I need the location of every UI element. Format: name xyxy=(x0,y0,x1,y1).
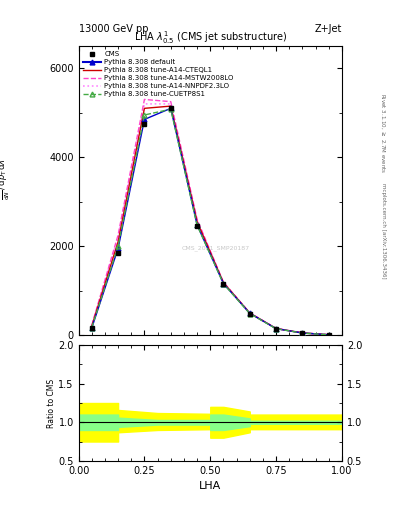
Pythia 8.308 default xyxy=(221,281,226,287)
Line: Pythia 8.308 tune-CUETP8S1: Pythia 8.308 tune-CUETP8S1 xyxy=(89,107,331,337)
CMS xyxy=(168,105,173,112)
Pythia 8.308 tune-A14-CTEQL1 xyxy=(221,280,226,286)
Pythia 8.308 default xyxy=(195,222,200,228)
Text: $\frac{1}{\mathrm{d}N}\,/\,\mathrm{d}p_\mathrm{T}\,\mathrm{d}\lambda$: $\frac{1}{\mathrm{d}N}\,/\,\mathrm{d}p_\… xyxy=(0,158,12,200)
Pythia 8.308 tune-CUETP8S1 xyxy=(300,330,305,336)
CMS xyxy=(274,326,278,332)
Pythia 8.308 tune-A14-CTEQL1 xyxy=(168,103,173,109)
Pythia 8.308 tune-A14-CTEQL1 xyxy=(90,323,94,329)
Pythia 8.308 default xyxy=(248,310,252,316)
Pythia 8.308 default xyxy=(274,326,278,332)
Pythia 8.308 tune-A14-NNPDF2.3LO xyxy=(116,234,120,240)
Pythia 8.308 default xyxy=(142,116,147,122)
Pythia 8.308 default xyxy=(116,245,120,251)
Line: Pythia 8.308 tune-A14-NNPDF2.3LO: Pythia 8.308 tune-A14-NNPDF2.3LO xyxy=(92,104,329,335)
Pythia 8.308 default xyxy=(300,330,305,336)
Pythia 8.308 tune-A14-CTEQL1 xyxy=(116,239,120,245)
Legend: CMS, Pythia 8.308 default, Pythia 8.308 tune-A14-CTEQL1, Pythia 8.308 tune-A14-M: CMS, Pythia 8.308 default, Pythia 8.308 … xyxy=(81,48,237,100)
Text: CMS_2021_SMP20187: CMS_2021_SMP20187 xyxy=(182,246,250,251)
Pythia 8.308 tune-CUETP8S1 xyxy=(221,281,226,287)
Pythia 8.308 tune-A14-NNPDF2.3LO xyxy=(274,326,278,332)
Pythia 8.308 default xyxy=(326,332,331,338)
CMS xyxy=(300,330,305,336)
Pythia 8.308 tune-CUETP8S1 xyxy=(116,243,120,249)
Pythia 8.308 tune-CUETP8S1 xyxy=(142,112,147,118)
Pythia 8.308 tune-CUETP8S1 xyxy=(168,106,173,112)
Pythia 8.308 tune-CUETP8S1 xyxy=(195,222,200,228)
Pythia 8.308 tune-A14-CTEQL1 xyxy=(274,326,278,332)
Pythia 8.308 tune-CUETP8S1 xyxy=(248,310,252,316)
Pythia 8.308 tune-A14-MSTW2008LO xyxy=(116,232,120,238)
Line: Pythia 8.308 tune-A14-CTEQL1: Pythia 8.308 tune-A14-CTEQL1 xyxy=(92,106,329,335)
Pythia 8.308 tune-A14-MSTW2008LO xyxy=(221,279,226,285)
CMS xyxy=(326,332,331,338)
Line: CMS: CMS xyxy=(89,106,331,337)
Pythia 8.308 tune-CUETP8S1 xyxy=(90,325,94,331)
CMS xyxy=(221,281,226,287)
Pythia 8.308 tune-A14-NNPDF2.3LO xyxy=(326,332,331,338)
CMS xyxy=(90,325,94,331)
Pythia 8.308 tune-A14-MSTW2008LO xyxy=(90,322,94,328)
Text: Rivet 3.1.10, $\geq$ 2.7M events: Rivet 3.1.10, $\geq$ 2.7M events xyxy=(379,93,387,174)
Pythia 8.308 tune-A14-NNPDF2.3LO xyxy=(221,280,226,286)
Pythia 8.308 tune-A14-MSTW2008LO xyxy=(248,310,252,316)
Pythia 8.308 tune-A14-NNPDF2.3LO xyxy=(195,217,200,223)
Line: Pythia 8.308 tune-A14-MSTW2008LO: Pythia 8.308 tune-A14-MSTW2008LO xyxy=(92,99,329,335)
Pythia 8.308 tune-CUETP8S1 xyxy=(274,326,278,332)
Pythia 8.308 tune-A14-MSTW2008LO xyxy=(300,330,305,336)
Pythia 8.308 tune-A14-MSTW2008LO xyxy=(274,325,278,331)
Pythia 8.308 tune-A14-MSTW2008LO xyxy=(195,217,200,223)
Pythia 8.308 tune-CUETP8S1 xyxy=(326,332,331,338)
Pythia 8.308 tune-A14-CTEQL1 xyxy=(195,219,200,225)
Pythia 8.308 tune-A14-MSTW2008LO xyxy=(326,332,331,338)
Pythia 8.308 tune-A14-CTEQL1 xyxy=(142,105,147,112)
Text: 13000 GeV pp: 13000 GeV pp xyxy=(79,24,148,34)
Pythia 8.308 tune-A14-CTEQL1 xyxy=(300,330,305,336)
Pythia 8.308 tune-A14-MSTW2008LO xyxy=(142,96,147,102)
Pythia 8.308 tune-A14-CTEQL1 xyxy=(248,310,252,316)
Pythia 8.308 tune-A14-NNPDF2.3LO xyxy=(142,101,147,107)
Title: LHA $\lambda^{1}_{0.5}$ (CMS jet substructure): LHA $\lambda^{1}_{0.5}$ (CMS jet substru… xyxy=(134,29,287,46)
CMS xyxy=(248,311,252,317)
Text: Z+Jet: Z+Jet xyxy=(314,24,342,34)
CMS xyxy=(142,121,147,127)
Pythia 8.308 tune-A14-CTEQL1 xyxy=(326,332,331,338)
Pythia 8.308 tune-A14-MSTW2008LO xyxy=(168,99,173,105)
Pythia 8.308 default xyxy=(90,325,94,331)
Pythia 8.308 default xyxy=(168,105,173,112)
Pythia 8.308 tune-A14-NNPDF2.3LO xyxy=(300,330,305,336)
Pythia 8.308 tune-A14-NNPDF2.3LO xyxy=(90,323,94,329)
Y-axis label: Ratio to CMS: Ratio to CMS xyxy=(47,378,55,428)
CMS xyxy=(195,223,200,229)
X-axis label: LHA: LHA xyxy=(199,481,221,491)
Text: mcplots.cern.ch [arXiv:1306.3436]: mcplots.cern.ch [arXiv:1306.3436] xyxy=(381,183,386,278)
Line: Pythia 8.308 default: Pythia 8.308 default xyxy=(89,106,331,337)
Pythia 8.308 tune-A14-NNPDF2.3LO xyxy=(248,310,252,316)
Pythia 8.308 tune-A14-NNPDF2.3LO xyxy=(168,101,173,107)
CMS xyxy=(116,250,120,256)
